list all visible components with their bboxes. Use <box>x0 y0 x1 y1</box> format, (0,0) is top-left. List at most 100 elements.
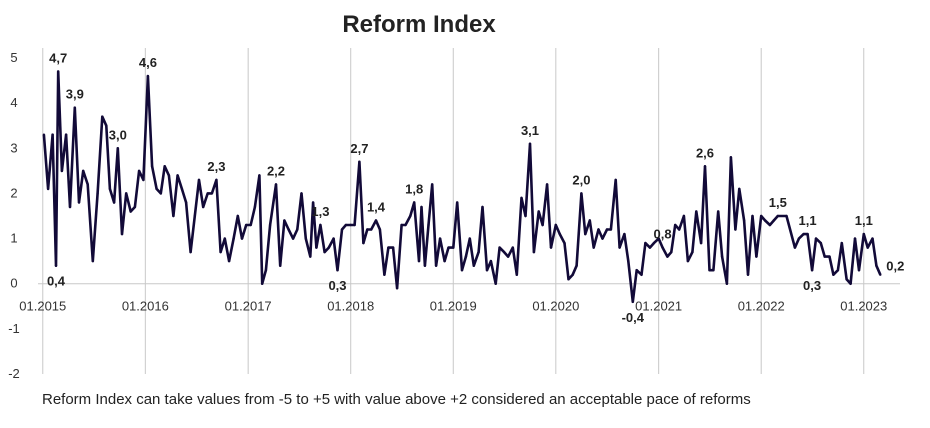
data-point <box>383 273 386 276</box>
data-point <box>420 205 423 209</box>
data-point <box>340 228 344 231</box>
value-annotation: 0,4 <box>47 274 66 289</box>
data-point <box>400 223 403 227</box>
chart-note: Reform Index can take values from -5 to … <box>42 391 751 408</box>
data-point <box>481 205 484 209</box>
y-tick-label: 2 <box>10 185 17 200</box>
data-point <box>240 237 244 240</box>
data-point <box>768 223 772 227</box>
data-point <box>353 223 356 227</box>
data-point <box>601 237 604 240</box>
data-point <box>395 287 399 290</box>
data-point <box>108 187 112 191</box>
data-point <box>468 237 471 240</box>
data-point <box>644 241 647 245</box>
data-point <box>434 264 438 267</box>
y-axis-ticks: 5 4 3 2 1 0 -1 -2 <box>8 50 20 381</box>
value-annotation: 2,2 <box>267 163 285 178</box>
data-point <box>464 255 468 258</box>
data-point <box>717 210 720 213</box>
data-point <box>73 106 77 109</box>
data-point <box>511 246 514 249</box>
x-tick-label: 01.2015 <box>19 299 66 314</box>
data-point <box>862 232 865 236</box>
data-point <box>720 255 724 258</box>
data-point <box>742 219 746 222</box>
data-point <box>635 269 638 272</box>
x-tick-label: 01.2019 <box>430 299 477 314</box>
data-point <box>823 255 826 258</box>
data-point <box>648 246 652 249</box>
data-point <box>261 282 264 285</box>
data-point <box>810 269 814 272</box>
x-tick-label: 01.2016 <box>122 299 169 314</box>
data-point <box>520 196 523 200</box>
data-point <box>219 250 222 254</box>
data-point <box>853 237 857 240</box>
data-point <box>370 228 373 231</box>
data-point <box>657 237 660 240</box>
x-tick-label: 01.2018 <box>327 299 374 314</box>
data-point <box>554 223 557 227</box>
data-point <box>210 192 214 195</box>
data-annotations: 4,7 3,9 0,4 3,0 4,6 2,3 2,2 1,3 0,3 2,7 1,4 1,8 3,1 2… <box>47 51 904 325</box>
data-point <box>605 228 609 231</box>
data-point <box>502 250 506 254</box>
data-point <box>129 210 132 213</box>
data-point <box>849 282 852 285</box>
data-point <box>447 246 450 249</box>
data-point <box>125 192 128 195</box>
data-point <box>287 228 290 231</box>
data-point <box>172 214 175 218</box>
data-point <box>142 178 145 182</box>
value-annotation: 1,1 <box>855 213 873 228</box>
data-point <box>42 133 46 136</box>
data-point <box>120 232 124 236</box>
data-point <box>623 232 626 236</box>
y-tick-label: -2 <box>8 366 20 381</box>
data-point <box>431 183 434 186</box>
value-annotation: 1,3 <box>311 204 329 219</box>
data-point <box>60 169 64 173</box>
data-point <box>133 205 137 209</box>
value-annotation: 2,3 <box>207 159 225 174</box>
data-point <box>489 259 493 263</box>
value-annotation: 3,0 <box>109 127 127 142</box>
data-point <box>358 160 361 163</box>
data-point <box>309 255 312 258</box>
data-point <box>541 223 544 227</box>
data-point <box>86 183 89 186</box>
data-point <box>857 269 861 272</box>
data-point <box>404 223 407 227</box>
value-annotation: 0,2 <box>886 259 904 274</box>
data-point <box>537 210 540 213</box>
data-point <box>597 228 600 231</box>
data-point <box>708 269 711 272</box>
data-point <box>443 259 446 263</box>
data-point <box>438 237 442 240</box>
data-point <box>558 232 561 236</box>
data-point <box>640 273 643 276</box>
data-point <box>678 228 681 231</box>
value-annotation: 2,6 <box>696 145 714 160</box>
data-point <box>772 219 775 222</box>
data-point <box>845 278 848 281</box>
x-tick-label: 01.2022 <box>738 299 785 314</box>
data-point <box>163 165 166 168</box>
data-point <box>378 228 382 231</box>
value-annotation: 4,6 <box>139 55 157 70</box>
data-point <box>494 282 497 285</box>
data-point <box>524 214 527 218</box>
value-annotation: 2,7 <box>350 141 368 156</box>
data-point <box>695 210 698 213</box>
data-point <box>670 250 673 254</box>
data-point <box>264 269 268 272</box>
chart-title: Reform Index <box>342 11 496 38</box>
data-point <box>283 219 286 222</box>
data-point <box>387 246 390 249</box>
data-point <box>344 223 348 227</box>
data-point <box>618 246 621 249</box>
data-point <box>155 187 158 191</box>
y-tick-label: 4 <box>10 95 17 110</box>
series-line-group <box>42 70 882 304</box>
